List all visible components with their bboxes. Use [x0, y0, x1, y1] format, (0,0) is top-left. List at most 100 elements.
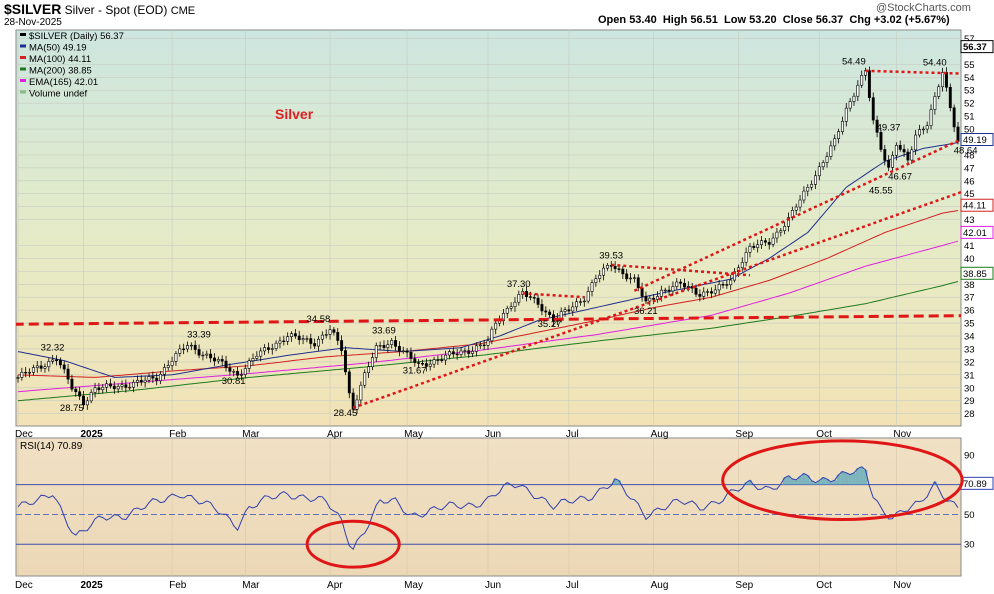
candle-body — [397, 346, 401, 352]
candle-body — [571, 306, 575, 312]
trendline — [352, 190, 961, 410]
candle-body — [802, 190, 806, 201]
candle-body — [794, 206, 798, 211]
candle-body — [482, 344, 486, 347]
candle-body — [359, 384, 363, 401]
price-tick-label: 43 — [964, 215, 975, 226]
x-tick-label: Sep — [735, 580, 753, 591]
candle-body — [166, 365, 170, 368]
candle-body — [621, 268, 625, 275]
candle-body — [837, 131, 841, 139]
candle-body — [914, 134, 918, 151]
candle-body — [706, 291, 710, 293]
x-tick-label: May — [404, 429, 423, 440]
candle-body — [409, 351, 413, 359]
candle-body — [28, 371, 32, 374]
candle-body — [463, 350, 467, 352]
candle-body — [667, 289, 671, 292]
candle-body — [725, 284, 729, 286]
candle-body — [906, 151, 910, 161]
price-tick-label: 32 — [964, 357, 975, 368]
candle-body — [656, 296, 659, 300]
candle-body — [586, 291, 590, 302]
price-tick-label: 51 — [964, 112, 975, 123]
candle-body — [536, 297, 540, 305]
price-tick-label: 34 — [964, 332, 975, 343]
candle-body — [683, 282, 686, 288]
price-annotation: 32.32 — [41, 342, 65, 353]
candle-body — [290, 333, 293, 338]
candle-body — [783, 226, 787, 231]
x-tick-label: Mar — [242, 580, 260, 591]
rsi-value-tag-label: 70.89 — [963, 479, 987, 490]
candle-body — [378, 345, 382, 347]
rsi-tick-label: 30 — [964, 540, 975, 551]
candle-body — [174, 353, 178, 362]
candle-body — [540, 304, 544, 312]
candle-body — [432, 359, 436, 365]
candle-body — [471, 351, 475, 354]
candle-body — [309, 338, 313, 344]
candle-body — [31, 367, 35, 373]
trendline — [522, 292, 585, 299]
candle-body — [189, 344, 193, 347]
price-tick-label: 54 — [964, 73, 975, 84]
open-label: Open — [598, 14, 627, 26]
candle-body — [579, 301, 582, 303]
candle-body — [105, 383, 109, 388]
price-tick-label: 29 — [964, 396, 975, 407]
candle-body — [186, 345, 189, 350]
candle-body — [178, 348, 182, 354]
close-value: 56.37 — [815, 14, 844, 26]
candle-body — [875, 119, 879, 133]
candle-body — [694, 287, 698, 295]
candle-body — [844, 107, 848, 122]
candle-body — [490, 328, 494, 342]
price-tick-label: 33 — [964, 344, 975, 355]
candle-body — [513, 301, 517, 308]
x-tick-label: Mar — [242, 429, 260, 440]
candle-body — [62, 364, 66, 370]
candle-body — [451, 351, 455, 355]
candle-body — [247, 360, 251, 369]
candle-body — [124, 384, 128, 388]
candle-body — [840, 121, 844, 132]
rsi-panel — [15, 437, 962, 577]
candle-body — [347, 371, 351, 394]
candle-body — [467, 350, 471, 354]
candle-body — [301, 338, 305, 341]
silver-annotation: Silver — [275, 106, 314, 122]
price-annotation: 39.53 — [599, 250, 623, 261]
x-tick-label: Feb — [169, 580, 187, 591]
price-tick-label: 37 — [964, 293, 975, 304]
rsi-overbought-fill — [505, 466, 937, 485]
candle-body — [436, 359, 440, 361]
candle-body — [89, 392, 93, 402]
candle-body — [112, 385, 116, 390]
candle-body — [937, 86, 941, 97]
candle-body — [748, 245, 752, 253]
candle-body — [317, 338, 320, 347]
price-labels: 32.32 28.75 33.39 30.81 34.58 28.45 33.69 31.67… — [41, 56, 978, 419]
candle-body — [270, 348, 274, 350]
candle-body — [532, 297, 536, 299]
candle-body — [43, 366, 47, 369]
candle-body — [636, 277, 640, 289]
price-tick-label: 38 — [964, 280, 975, 291]
candle-body — [713, 289, 717, 294]
candle-body — [717, 283, 721, 291]
legend-swatch — [20, 44, 26, 48]
candle-body — [70, 378, 74, 390]
legend-entry: Volume undef — [29, 89, 87, 100]
candle-body — [752, 245, 756, 248]
candle-body — [35, 365, 39, 368]
candle-body — [340, 340, 344, 351]
candle-body — [216, 359, 220, 362]
candle-body — [767, 241, 771, 245]
price-annotation: 28.45 — [333, 408, 357, 419]
candle-body — [602, 267, 606, 276]
chg-label: Chg — [849, 14, 871, 26]
candle-body — [848, 101, 852, 109]
trendline — [633, 138, 961, 292]
candle-body — [810, 184, 814, 188]
